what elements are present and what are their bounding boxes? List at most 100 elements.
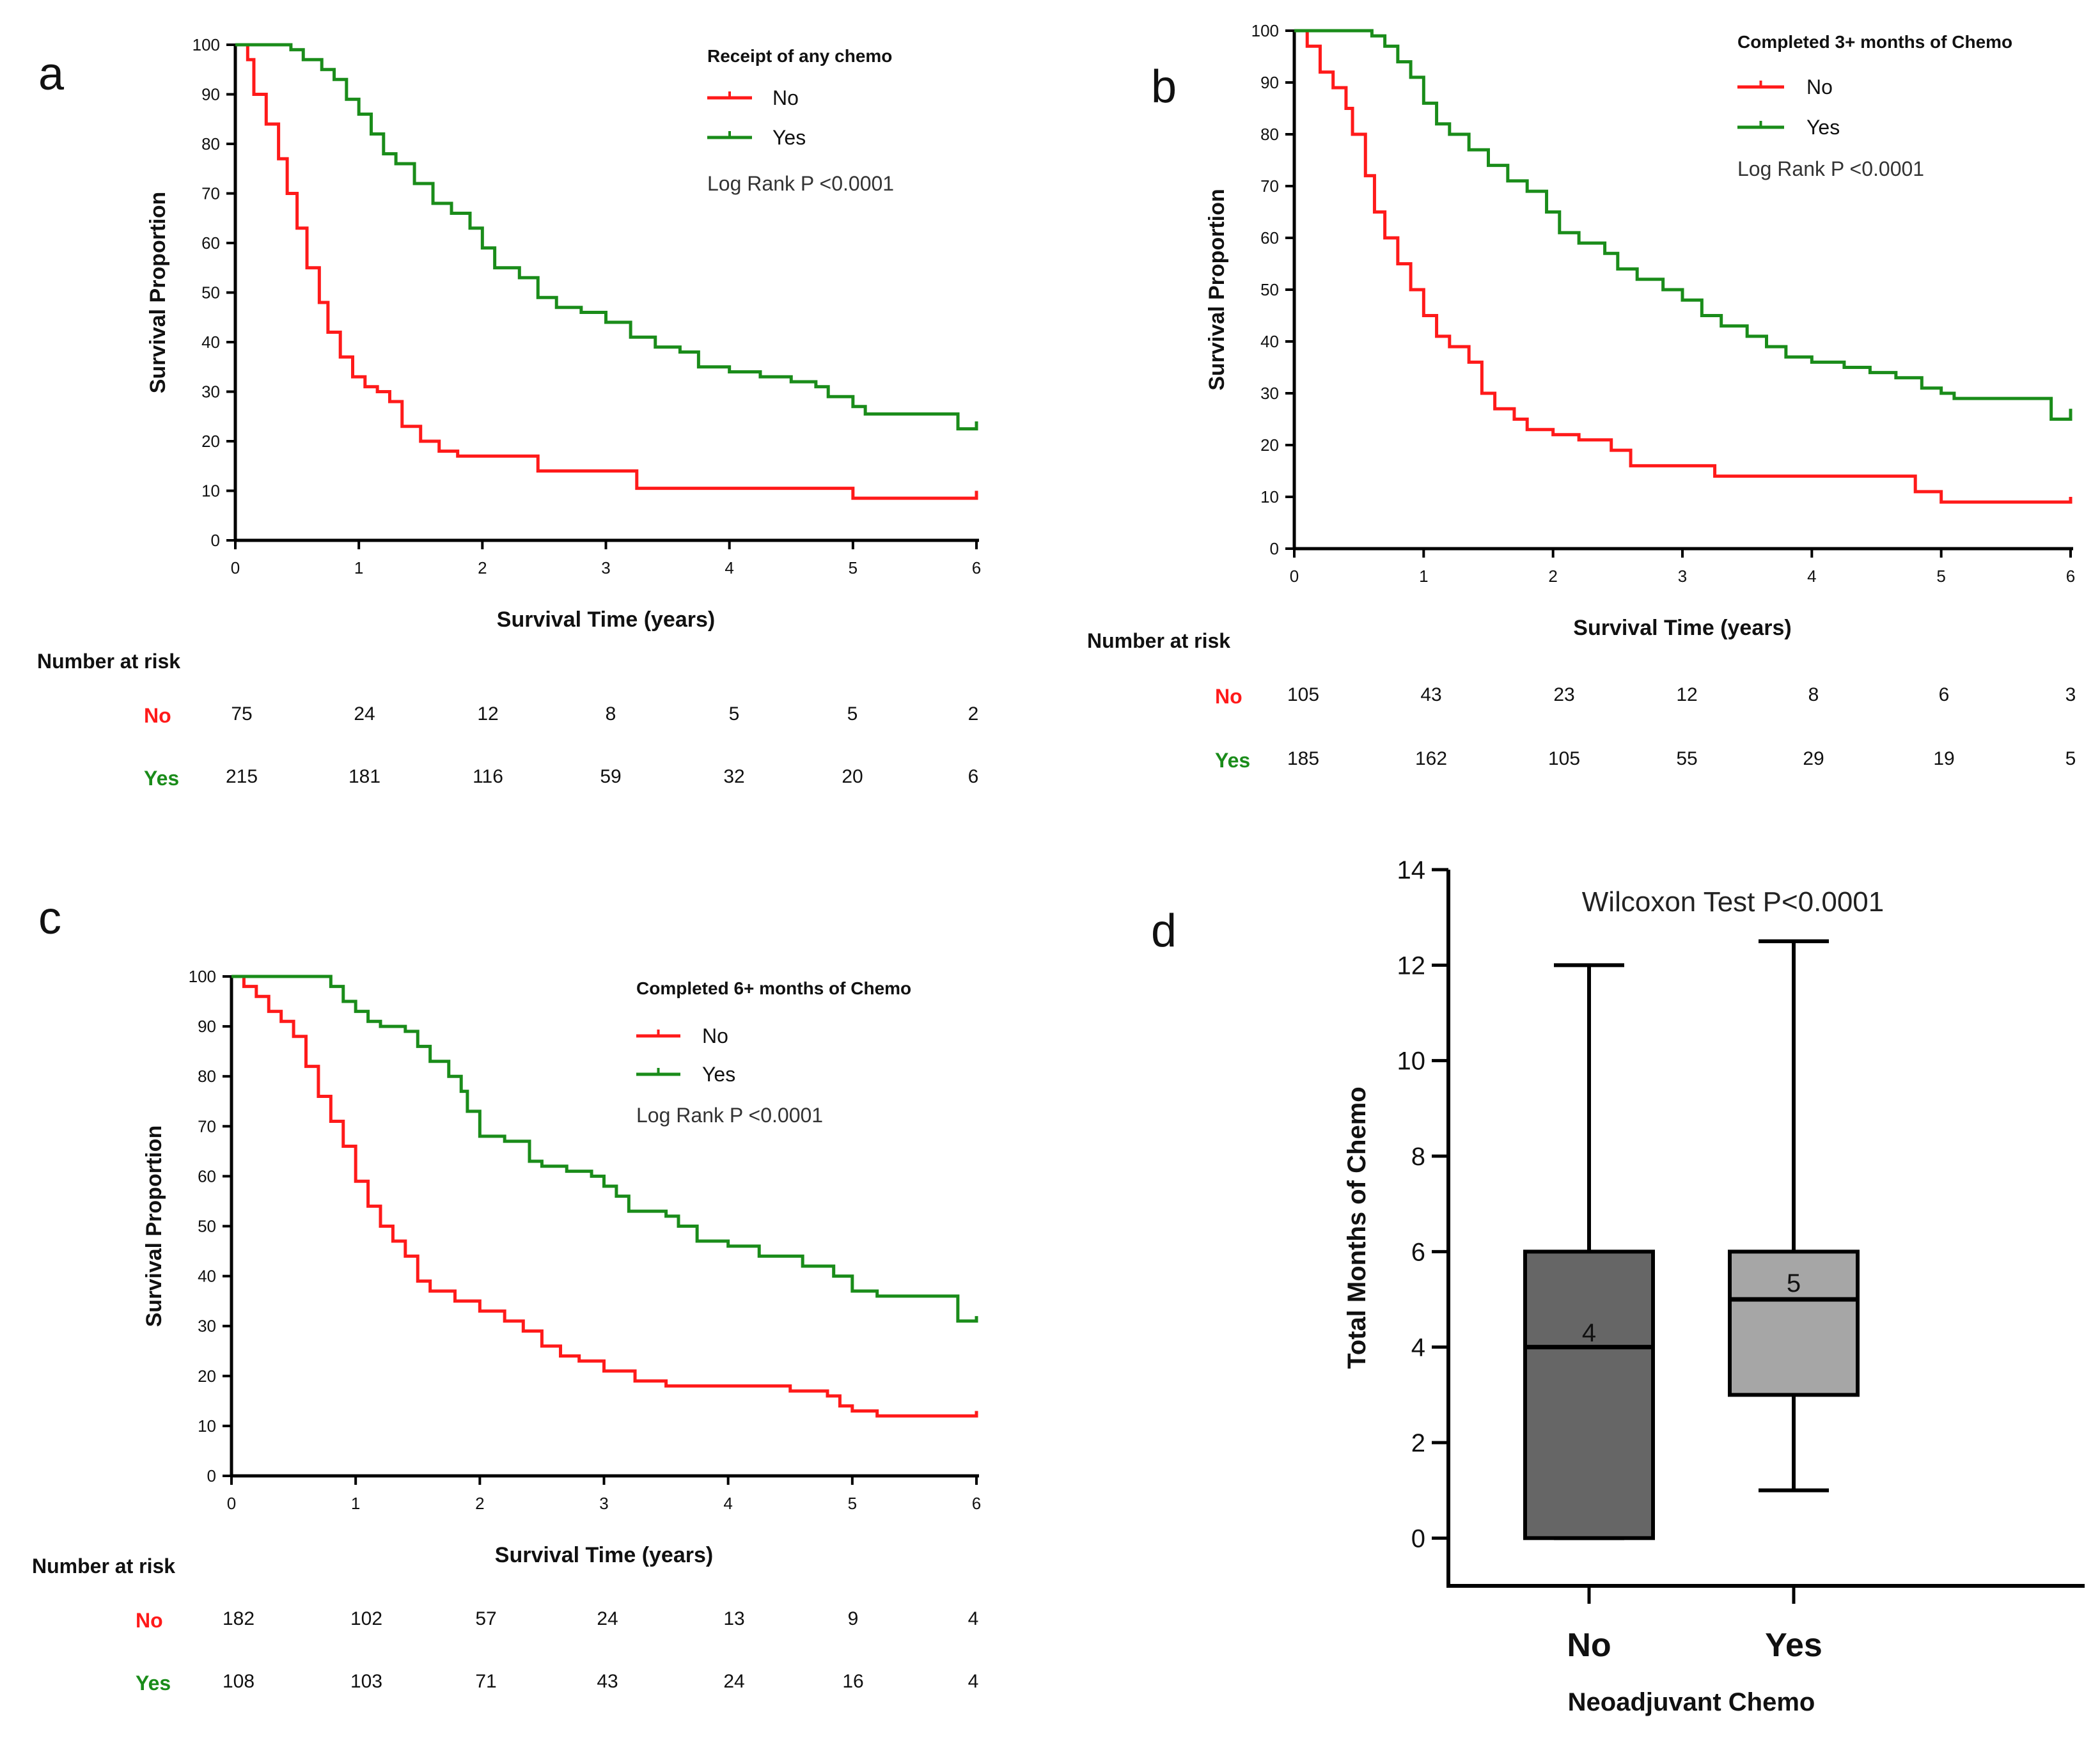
risk-count: 185: [1287, 748, 1319, 769]
risk-count: 20: [842, 766, 863, 787]
risk-count: 16: [842, 1671, 863, 1692]
risk-count: 12: [1676, 684, 1697, 705]
risk-count: 23: [1553, 684, 1574, 705]
y-tick-label: 80: [198, 1067, 216, 1086]
survival-curve-yes: [1294, 29, 2073, 421]
x-tick-label: 1: [354, 558, 363, 577]
panel-letter: a: [38, 49, 65, 100]
risk-table-title: Number at risk: [32, 1555, 175, 1578]
x-tick-label: 6: [2066, 567, 2075, 586]
y-tick-label: 100: [192, 35, 220, 54]
survival-curve-no: [1294, 29, 2073, 504]
y-tick-label: 10: [1397, 1047, 1426, 1076]
legend-title: Receipt of any chemo: [707, 46, 892, 66]
y-tick-label: 40: [201, 333, 220, 352]
y-tick-label: 10: [201, 482, 220, 501]
y-axis-title: Survival Proportion: [1205, 189, 1229, 391]
risk-count: 103: [350, 1671, 382, 1692]
y-tick-label: 30: [198, 1317, 216, 1336]
x-tick-label: 1: [1419, 567, 1428, 586]
y-tick-label: 12: [1397, 952, 1426, 980]
x-tick-label: 2: [475, 1494, 484, 1513]
risk-group-label: No: [1215, 685, 1242, 708]
y-tick-label: 60: [1260, 228, 1279, 247]
risk-table-title: Number at risk: [37, 650, 180, 673]
survival-curve-no: [231, 975, 978, 1418]
x-tick-label: 0: [1290, 567, 1299, 586]
x-axis-title: Survival Time (years): [497, 607, 715, 632]
risk-count: 13: [723, 1608, 744, 1629]
panel-letter: d: [1151, 905, 1177, 957]
y-tick-label: 30: [1260, 384, 1279, 403]
wilcoxon-pvalue: Wilcoxon Test P<0.0001: [1582, 886, 1884, 918]
survival-curve-no: [235, 43, 978, 500]
risk-count: 32: [723, 766, 744, 787]
y-axis-title: Total Months of Chemo: [1343, 1086, 1371, 1368]
y-tick-label: 8: [1411, 1143, 1425, 1171]
y-axis-title: Survival Proportion: [142, 1125, 166, 1328]
risk-count: 4: [968, 1671, 979, 1692]
x-tick-label: 3: [599, 1494, 608, 1513]
risk-count: 116: [473, 766, 503, 787]
x-tick-label: 4: [725, 558, 733, 577]
risk-count: 57: [475, 1608, 496, 1629]
x-tick-label: 4: [723, 1494, 732, 1513]
risk-count: 8: [1808, 684, 1819, 705]
risk-count: 105: [1287, 684, 1319, 705]
y-tick-label: 14: [1397, 856, 1426, 884]
y-tick-label: 20: [198, 1367, 216, 1386]
panel-letter: b: [1151, 61, 1177, 113]
y-tick-label: 10: [1260, 487, 1279, 506]
y-tick-label: 50: [1260, 280, 1279, 299]
risk-count: 9: [848, 1608, 859, 1629]
median-label: 5: [1787, 1269, 1801, 1297]
y-tick-label: 100: [189, 967, 216, 986]
box-panel-d: d 0 2 4 6 8 10 12 14 Wilcoxon Test P<0.0001 4 No 5 Ye…: [1151, 856, 2085, 1716]
risk-count: 71: [475, 1671, 496, 1692]
risk-count: 5: [729, 703, 740, 725]
risk-count: 5: [847, 703, 858, 725]
risk-table-title: Number at risk: [1087, 629, 1230, 652]
risk-group-label: Yes: [136, 1672, 171, 1695]
legend-label: No: [702, 1024, 728, 1047]
y-tick-label: 70: [201, 184, 220, 203]
risk-count: 181: [349, 766, 380, 787]
y-tick-label: 40: [1260, 332, 1279, 351]
legend-label: Yes: [702, 1063, 735, 1086]
y-tick-label: 50: [198, 1217, 216, 1236]
log-rank-pvalue: Log Rank P <0.0001: [636, 1104, 823, 1127]
x-tick-label: 1: [351, 1494, 360, 1513]
x-tick-label: 4: [1807, 567, 1816, 586]
y-tick-label: 90: [198, 1017, 216, 1036]
x-tick-label: 5: [849, 558, 858, 577]
y-tick-label: 20: [1260, 435, 1279, 455]
x-tick-label: 5: [848, 1494, 857, 1513]
category-label: Yes: [1765, 1627, 1822, 1664]
risk-count: 2: [968, 703, 979, 725]
risk-count: 215: [226, 766, 258, 787]
risk-count: 43: [1420, 684, 1441, 705]
survival-curve-yes: [235, 43, 978, 431]
risk-count: 12: [477, 703, 498, 725]
x-tick-label: 0: [227, 1494, 236, 1513]
risk-group-label: Yes: [144, 767, 179, 790]
y-tick-label: 50: [201, 283, 220, 302]
median-label: 4: [1582, 1319, 1596, 1347]
y-tick-label: 20: [201, 432, 220, 451]
y-tick-label: 0: [211, 531, 220, 550]
y-tick-label: 40: [198, 1267, 216, 1286]
x-tick-label: 2: [478, 558, 487, 577]
y-tick-label: 60: [201, 233, 220, 253]
risk-count: 102: [350, 1608, 382, 1629]
x-tick-label: 6: [972, 558, 981, 577]
x-axis-title: Survival Time (years): [1573, 616, 1791, 640]
km-panel-c: c 0 10 20 30 40 50 60 70 80 90 100 0 1 2 3 4 5 6 Survival T…: [32, 893, 981, 1695]
survival-curve-yes: [231, 975, 978, 1323]
y-tick-label: 0: [207, 1466, 216, 1485]
risk-count: 24: [597, 1608, 618, 1629]
legend-label: Yes: [772, 126, 806, 149]
y-tick-label: 2: [1411, 1429, 1425, 1457]
risk-count: 75: [231, 703, 252, 725]
legend-label: No: [772, 86, 799, 109]
